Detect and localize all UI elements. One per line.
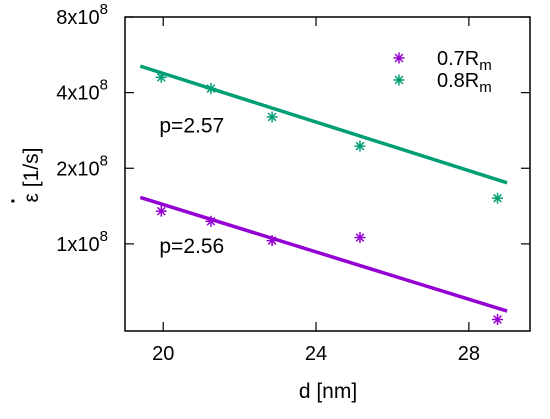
fit-exponent-label-series-0: p=2.56 (159, 235, 224, 258)
annotations: p=2.56 p=2.57 (159, 114, 224, 258)
y-tick-label: 2x108 (56, 152, 108, 180)
y-axis-title-dot: · (0, 196, 28, 206)
data-point-series-0 (205, 215, 217, 227)
legend-marker-series-0 (393, 52, 405, 64)
y-tick-label: 8x108 (56, 1, 108, 29)
x-axis-ticks: 20 24 28 (152, 17, 480, 365)
data-point-series-1 (155, 71, 167, 83)
data-point-series-1 (492, 192, 504, 204)
x-axis-title: d [nm] (299, 380, 357, 403)
data-point-series-0 (492, 314, 504, 326)
fit-lines (139, 64, 508, 313)
data-points (155, 71, 504, 326)
data-point-series-0 (266, 235, 278, 247)
data-point-series-1 (205, 83, 217, 95)
data-point-series-1 (354, 140, 366, 152)
data-point-series-0 (354, 232, 366, 244)
y-axis-ticks: 1x108 2x108 4x108 8x108 (56, 1, 530, 256)
y-tick-label: 4x108 (56, 77, 108, 105)
fit-line-series-0 (139, 195, 508, 313)
legend-marker-series-1 (393, 74, 405, 86)
fit-exponent-label-series-1: p=2.57 (159, 114, 224, 137)
fit-line-series-1 (139, 64, 508, 185)
legend-label-series-0: 0.7Rm (437, 48, 492, 74)
plot-frame (124, 16, 531, 332)
data-point-series-0 (155, 205, 167, 217)
x-tick-label: 20 (152, 343, 174, 365)
y-axis-title: ε [1/s] (20, 148, 43, 203)
x-tick-label: 24 (305, 343, 327, 365)
y-tick-label: 1x108 (56, 228, 108, 256)
x-tick-label: 28 (458, 343, 480, 365)
legend-label-series-1: 0.8Rm (437, 70, 492, 96)
data-point-series-1 (266, 111, 278, 123)
